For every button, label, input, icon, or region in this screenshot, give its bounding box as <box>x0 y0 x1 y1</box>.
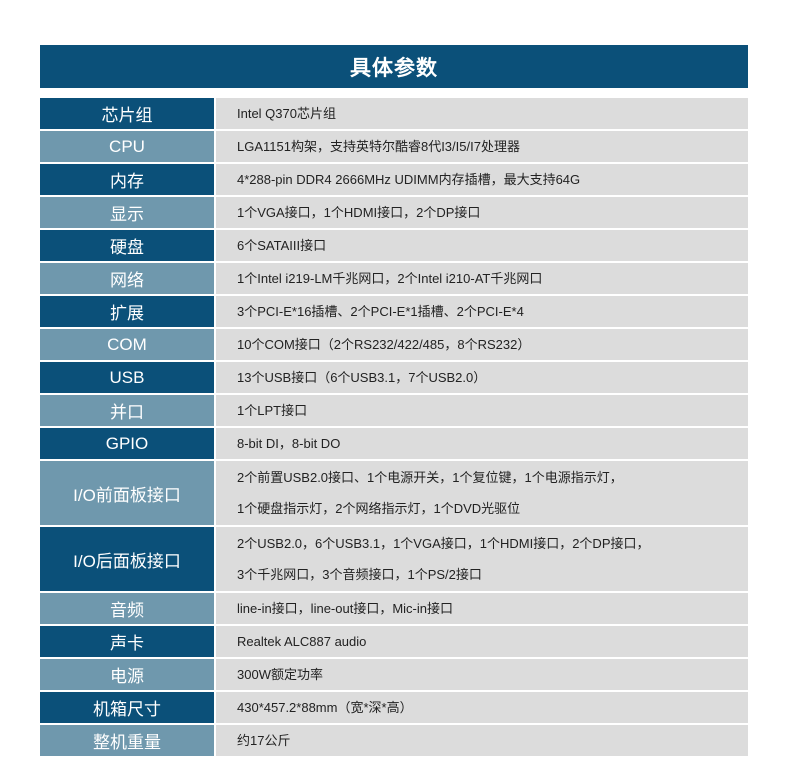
value-line: 300W额定功率 <box>237 667 323 682</box>
value-line: 10个COM接口（2个RS232/422/485，8个RS232） <box>237 337 531 352</box>
row-label: 芯片组 <box>40 98 214 129</box>
table-row: I/O前面板接口 2个前置USB2.0接口、1个电源开关，1个复位键，1个电源指示… <box>40 461 748 525</box>
table-row: 电源 300W额定功率 <box>40 659 748 690</box>
spec-table: 芯片组 Intel Q370芯片组 CPU LGA1151构架，支持英特尔酷睿8代I3… <box>40 98 748 758</box>
row-label: 声卡 <box>40 626 214 657</box>
value-line: 约17公斤 <box>237 733 291 748</box>
row-value: 4*288-pin DDR4 2666MHz UDIMM内存插槽，最大支持64G <box>216 164 748 195</box>
table-row: 机箱尺寸 430*457.2*88mm（宽*深*高） <box>40 692 748 723</box>
row-value: 3个PCI-E*16插槽、2个PCI-E*1插槽、2个PCI-E*4 <box>216 296 748 327</box>
row-value: Intel Q370芯片组 <box>216 98 748 129</box>
row-label: I/O后面板接口 <box>40 527 214 591</box>
row-label: COM <box>40 329 214 360</box>
row-value: 约17公斤 <box>216 725 748 756</box>
row-value: 1个Intel i219-LM千兆网口，2个Intel i210-AT千兆网口 <box>216 263 748 294</box>
row-value: 1个LPT接口 <box>216 395 748 426</box>
row-value: 1个VGA接口，1个HDMI接口，2个DP接口 <box>216 197 748 228</box>
row-value: line-in接口，line-out接口，Mic-in接口 <box>216 593 748 624</box>
value-line: 1个LPT接口 <box>237 403 308 418</box>
row-value: LGA1151构架，支持英特尔酷睿8代I3/I5/I7处理器 <box>216 131 748 162</box>
table-row: 音频 line-in接口，line-out接口，Mic-in接口 <box>40 593 748 624</box>
value-line: LGA1151构架，支持英特尔酷睿8代I3/I5/I7处理器 <box>237 139 520 154</box>
row-label: 网络 <box>40 263 214 294</box>
page-title: 具体参数 <box>40 45 748 88</box>
value-line: 2个前置USB2.0接口、1个电源开关，1个复位键，1个电源指示灯， <box>237 470 623 485</box>
table-row: COM 10个COM接口（2个RS232/422/485，8个RS232） <box>40 329 748 360</box>
table-row: 网络 1个Intel i219-LM千兆网口，2个Intel i210-AT千兆网… <box>40 263 748 294</box>
value-line: 13个USB接口（6个USB3.1，7个USB2.0） <box>237 370 487 385</box>
table-row: 显示 1个VGA接口，1个HDMI接口，2个DP接口 <box>40 197 748 228</box>
row-label: CPU <box>40 131 214 162</box>
row-label: USB <box>40 362 214 393</box>
row-value: 2个USB2.0，6个USB3.1，1个VGA接口，1个HDMI接口，2个DP接… <box>216 527 748 591</box>
value-line: Intel Q370芯片组 <box>237 106 336 121</box>
table-row: CPU LGA1151构架，支持英特尔酷睿8代I3/I5/I7处理器 <box>40 131 748 162</box>
value-line: 1个Intel i219-LM千兆网口，2个Intel i210-AT千兆网口 <box>237 271 543 286</box>
value-line: 430*457.2*88mm（宽*深*高） <box>237 700 413 715</box>
value-line: line-in接口，line-out接口，Mic-in接口 <box>237 601 453 616</box>
table-row: 并口 1个LPT接口 <box>40 395 748 426</box>
value-line: 1个VGA接口，1个HDMI接口，2个DP接口 <box>237 205 481 220</box>
row-label: 扩展 <box>40 296 214 327</box>
table-row: 整机重量 约17公斤 <box>40 725 748 756</box>
value-line: 8-bit DI，8-bit DO <box>237 436 341 451</box>
row-label: 音频 <box>40 593 214 624</box>
row-label: 整机重量 <box>40 725 214 756</box>
row-value: 8-bit DI，8-bit DO <box>216 428 748 459</box>
value-line: 2个USB2.0，6个USB3.1，1个VGA接口，1个HDMI接口，2个DP接… <box>237 536 650 551</box>
row-value: 2个前置USB2.0接口、1个电源开关，1个复位键，1个电源指示灯， 1个硬盘指示… <box>216 461 748 525</box>
row-value: Realtek ALC887 audio <box>216 626 748 657</box>
table-row: I/O后面板接口 2个USB2.0，6个USB3.1，1个VGA接口，1个HDMI… <box>40 527 748 591</box>
table-row: 硬盘 6个SATAIII接口 <box>40 230 748 261</box>
row-value: 13个USB接口（6个USB3.1，7个USB2.0） <box>216 362 748 393</box>
row-label: 并口 <box>40 395 214 426</box>
table-row: USB 13个USB接口（6个USB3.1，7个USB2.0） <box>40 362 748 393</box>
row-label: 内存 <box>40 164 214 195</box>
table-row: 芯片组 Intel Q370芯片组 <box>40 98 748 129</box>
row-label: GPIO <box>40 428 214 459</box>
row-label: 电源 <box>40 659 214 690</box>
table-row: 内存 4*288-pin DDR4 2666MHz UDIMM内存插槽，最大支持6… <box>40 164 748 195</box>
row-label: 机箱尺寸 <box>40 692 214 723</box>
row-value: 300W额定功率 <box>216 659 748 690</box>
value-line: 6个SATAIII接口 <box>237 238 327 253</box>
value-line: 3个千兆网口，3个音频接口，1个PS/2接口 <box>237 567 482 582</box>
value-line: Realtek ALC887 audio <box>237 634 367 649</box>
row-value: 10个COM接口（2个RS232/422/485，8个RS232） <box>216 329 748 360</box>
table-row: GPIO 8-bit DI，8-bit DO <box>40 428 748 459</box>
value-line: 4*288-pin DDR4 2666MHz UDIMM内存插槽，最大支持64G <box>237 172 581 187</box>
row-value: 6个SATAIII接口 <box>216 230 748 261</box>
row-label: 硬盘 <box>40 230 214 261</box>
row-label: 显示 <box>40 197 214 228</box>
row-value: 430*457.2*88mm（宽*深*高） <box>216 692 748 723</box>
table-row: 声卡 Realtek ALC887 audio <box>40 626 748 657</box>
row-label: I/O前面板接口 <box>40 461 214 525</box>
table-row: 扩展 3个PCI-E*16插槽、2个PCI-E*1插槽、2个PCI-E*4 <box>40 296 748 327</box>
value-line: 3个PCI-E*16插槽、2个PCI-E*1插槽、2个PCI-E*4 <box>237 304 524 319</box>
value-line: 1个硬盘指示灯，2个网络指示灯，1个DVD光驱位 <box>237 501 521 516</box>
